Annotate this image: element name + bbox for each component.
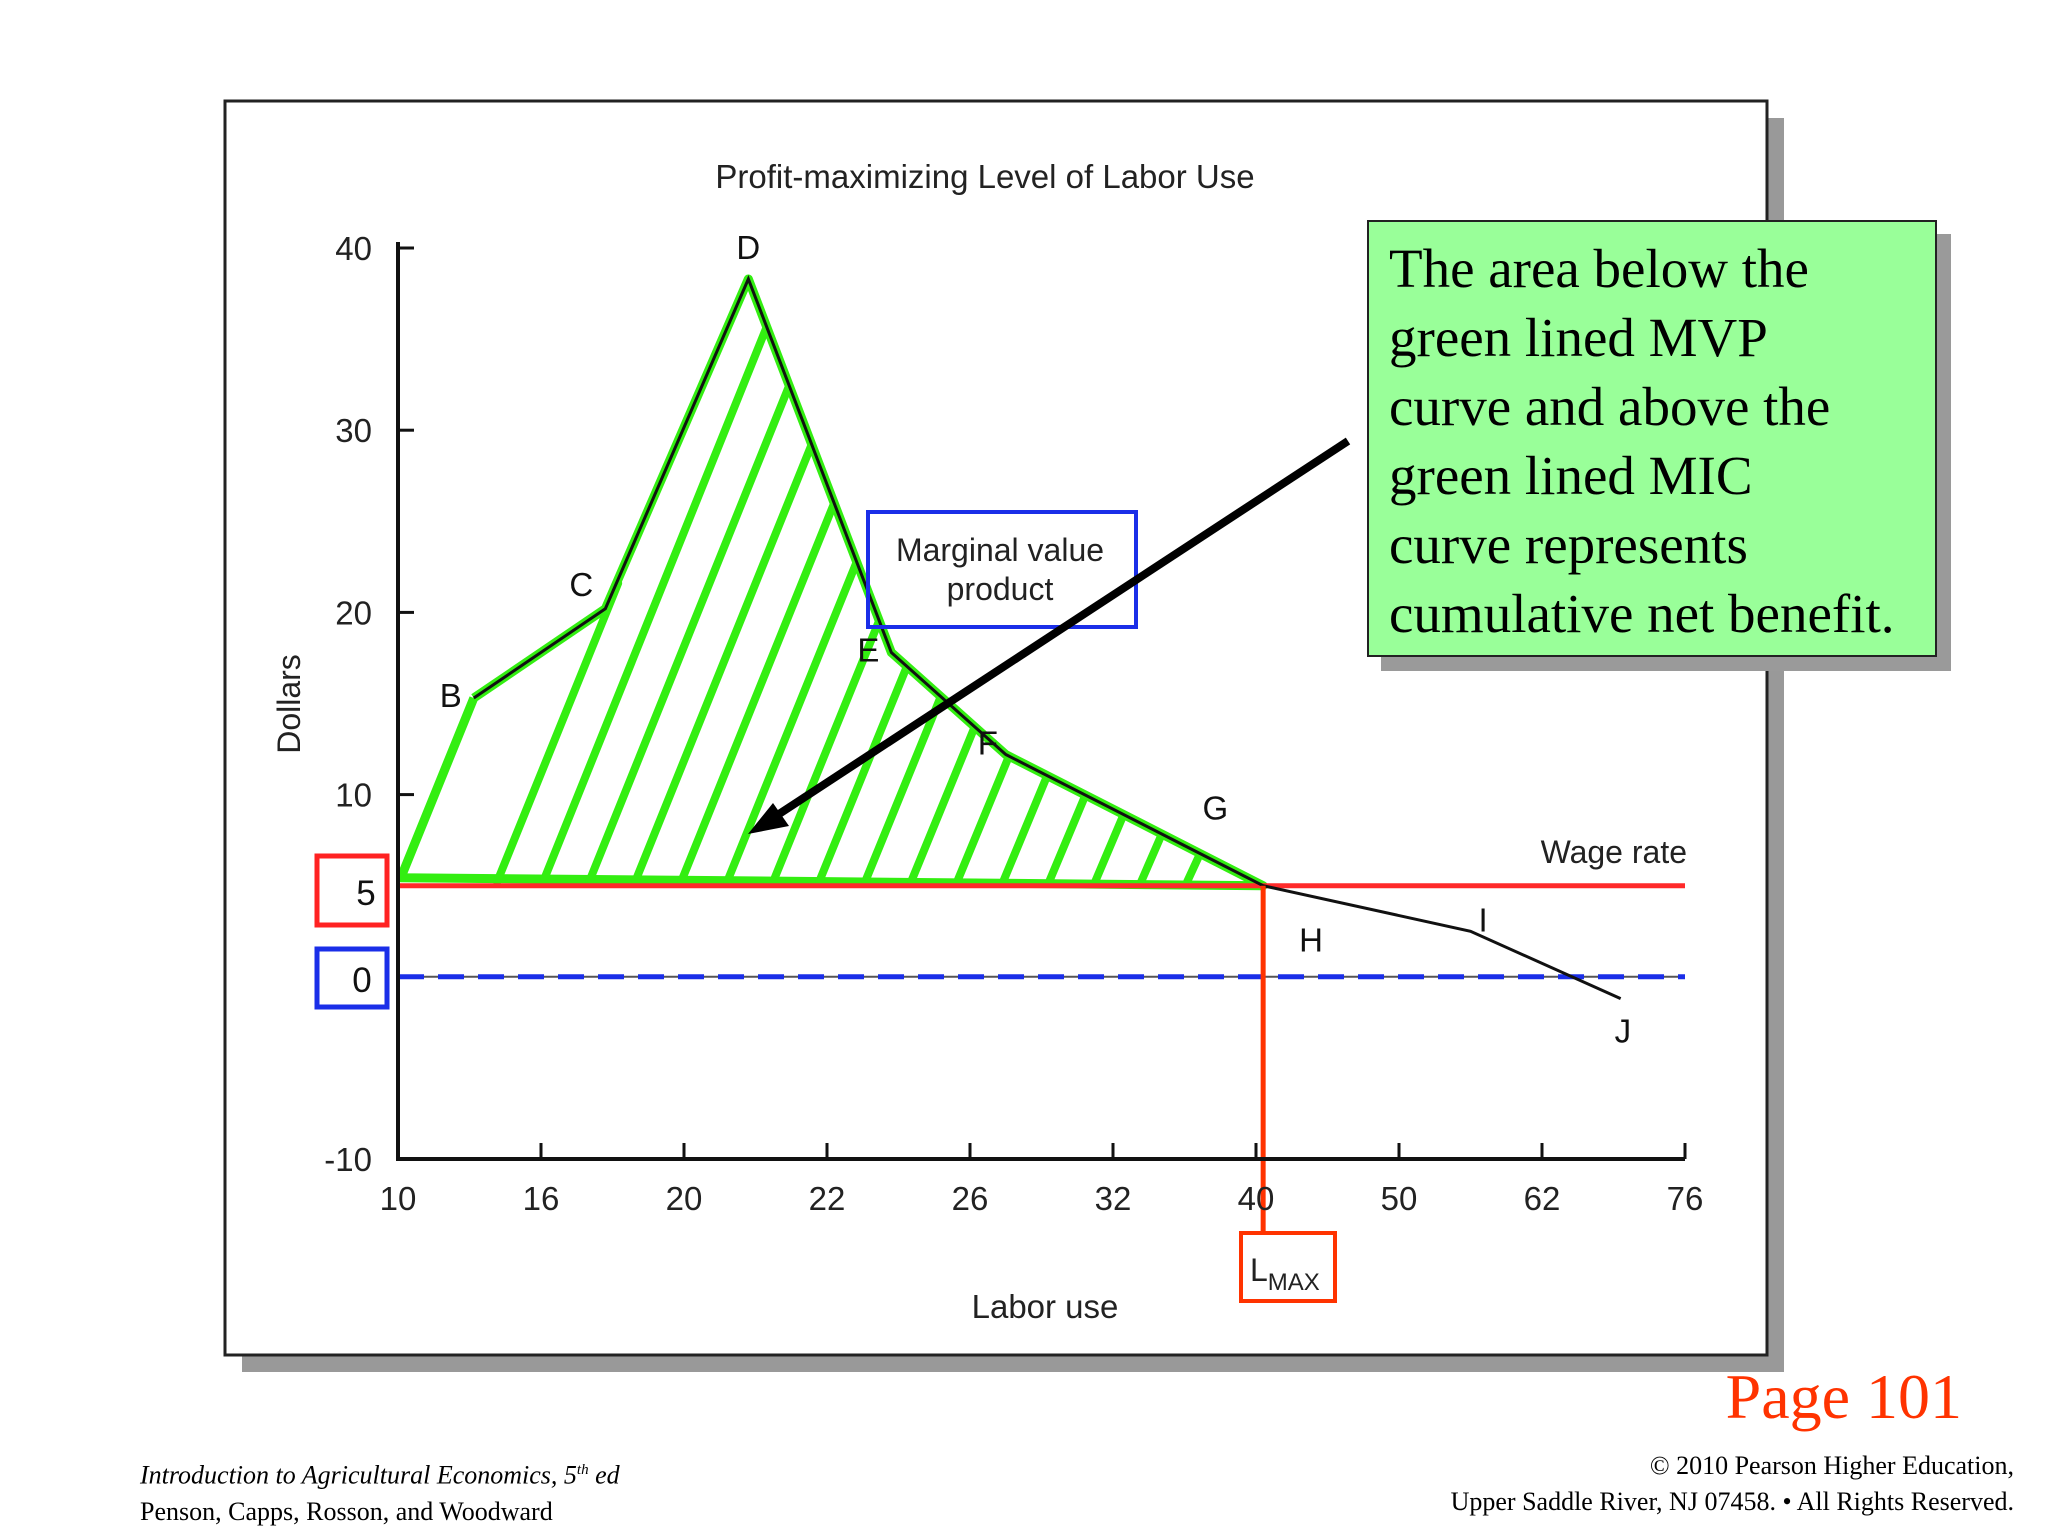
y-value-0-label: 0 (352, 961, 371, 1000)
callout-line: curve represents (1389, 514, 1748, 575)
point-label-F: F (978, 725, 998, 762)
hatch-line (723, 559, 861, 886)
point-label-D: D (736, 229, 760, 266)
mvp-label-line1: Marginal value (896, 532, 1104, 568)
footer-book-title: Introduction to Agricultural Economics, … (140, 1460, 620, 1490)
callout-line: green lined MIC (1389, 445, 1753, 506)
wage-rate-label: Wage rate (1541, 834, 1687, 870)
point-label-C: C (569, 566, 593, 603)
y-tick-label: 40 (335, 230, 372, 267)
y-axis-label: Dollars (271, 654, 307, 754)
hatch-line (631, 441, 816, 886)
x-tick-label: 16 (523, 1180, 560, 1217)
footer-authors: Penson, Capps, Rosson, and Woodward (140, 1496, 553, 1526)
hatch-line (539, 324, 771, 886)
footer-copyright: © 2010 Pearson Higher Education, (1649, 1451, 2014, 1480)
x-tick-label: 62 (1524, 1180, 1561, 1217)
callout-box: The area below the green lined MVP curve… (1367, 220, 1937, 657)
callout-line: The area below the (1389, 238, 1809, 299)
hatch-line (493, 579, 623, 886)
lmax-box (1239, 1231, 1337, 1303)
point-label-B: B (440, 677, 462, 714)
footer-address: Upper Saddle River, NJ 07458. • All Righ… (1450, 1487, 2014, 1516)
hatch-line (585, 381, 794, 886)
hatch-line (815, 664, 911, 886)
x-tick-label: 10 (380, 1180, 417, 1217)
point-label-G: G (1203, 790, 1229, 827)
mvp-label-box (866, 510, 1138, 629)
hatch-line (1183, 851, 1204, 886)
hatch-line (1045, 794, 1089, 886)
page-number: Page 101 (1725, 1361, 1962, 1432)
hatch-line (1137, 831, 1166, 886)
x-tick-label: 50 (1381, 1180, 1418, 1217)
x-tick-label: 22 (809, 1180, 846, 1217)
y-tick-label: 20 (335, 594, 372, 631)
net-benefit-hatching (396, 274, 1268, 891)
callout-line: cumulative net benefit. (1389, 583, 1895, 644)
curve-layer: B C D E F G H I J (398, 229, 1685, 1235)
chart-title: Profit-maximizing Level of Labor Use (715, 158, 1254, 195)
y-tick-label: 30 (335, 412, 372, 449)
callout-arrow-head (748, 803, 789, 834)
x-tick-label: 40 (1238, 1180, 1275, 1217)
lmax-label: LMAX (1250, 1252, 1320, 1296)
y-value-5-box (314, 853, 390, 928)
callout-line: curve and above the (1389, 376, 1831, 437)
x-tick-label: 76 (1667, 1180, 1704, 1217)
hatch-line (999, 774, 1051, 886)
footer-left: Introduction to Agricultural Economics, … (140, 1452, 620, 1530)
y-tick-label: -10 (324, 1141, 372, 1178)
point-label-H: H (1299, 922, 1323, 959)
hatch-line (1091, 811, 1128, 886)
x-tick-label: 32 (1095, 1180, 1132, 1217)
point-label-J: J (1615, 1013, 1632, 1050)
hatch-line (953, 754, 1013, 886)
hatch-line (861, 694, 945, 886)
x-tick-label: 26 (952, 1180, 989, 1217)
footer-right: © 2010 Pearson Higher Education, Upper S… (1451, 1448, 2014, 1520)
mvp-curve (472, 275, 1622, 1001)
hatch-line (677, 499, 839, 886)
y-tick-label: 10 (335, 777, 372, 814)
y-value-0-box (314, 946, 390, 1010)
x-axis-label: Labor use (972, 1288, 1119, 1325)
point-label-E: E (857, 631, 879, 668)
callout-line: green lined MVP (1389, 307, 1768, 368)
point-label-I: I (1479, 901, 1488, 938)
mvp-label-line2: product (947, 571, 1054, 607)
x-tick-label: 20 (666, 1180, 703, 1217)
callout-arrow-line (773, 437, 1351, 820)
hatch-line (769, 616, 884, 886)
y-value-5-label: 5 (356, 874, 375, 913)
hatch-line (907, 724, 979, 886)
